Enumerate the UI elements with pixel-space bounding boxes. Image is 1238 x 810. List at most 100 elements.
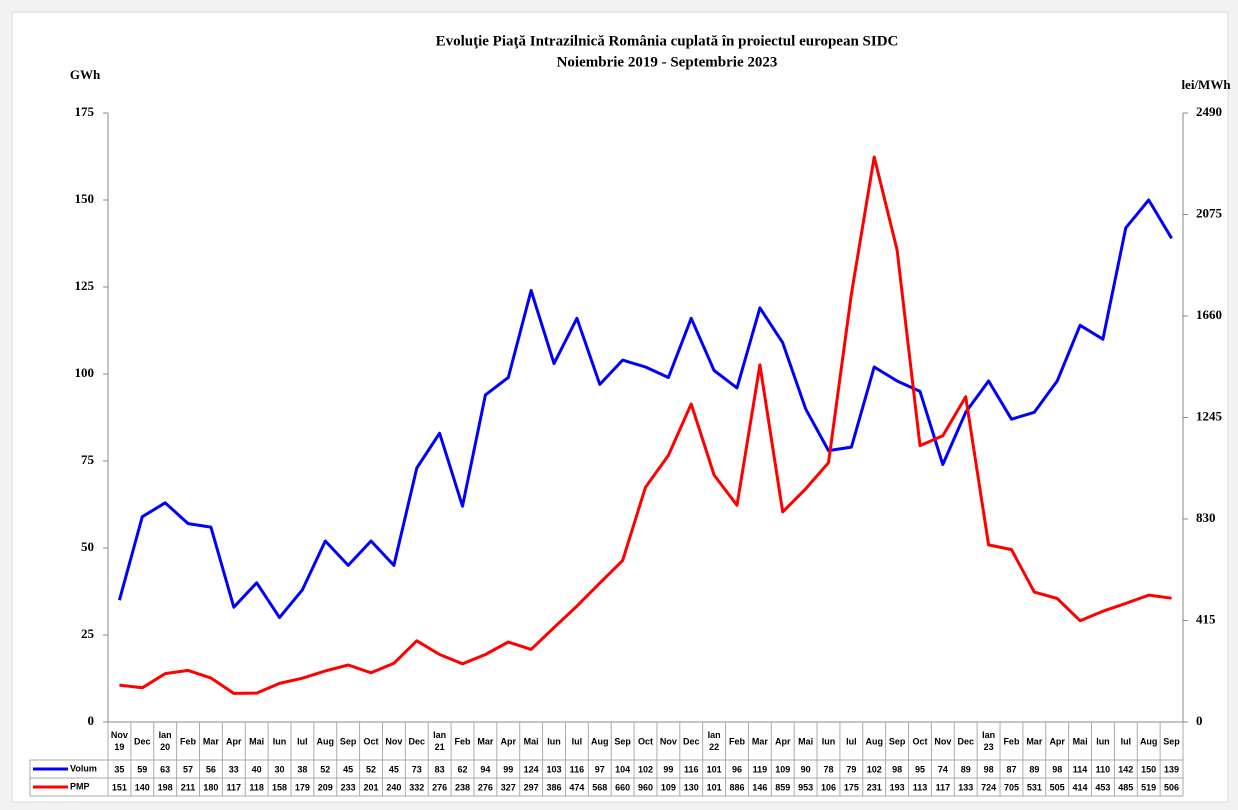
y2-tick-label: 0 xyxy=(1196,713,1203,728)
y2-tick-label: 2075 xyxy=(1196,205,1223,220)
table-value: 102 xyxy=(867,764,882,774)
y2-tick-label: 1245 xyxy=(1196,408,1223,423)
y-tick-label: 50 xyxy=(81,539,94,554)
table-value: 886 xyxy=(729,782,744,792)
table-value: 113 xyxy=(913,782,928,792)
y2-tick-label: 830 xyxy=(1196,510,1216,525)
table-value: 35 xyxy=(114,764,124,774)
table-value: 40 xyxy=(252,764,262,774)
x-tick-label: Nov xyxy=(660,736,677,746)
table-value: 119 xyxy=(753,764,768,774)
x-tick-label-line: Ian xyxy=(982,730,995,740)
table-value: 45 xyxy=(343,764,353,774)
table-value: 146 xyxy=(752,782,767,792)
x-tick-label: Iun xyxy=(822,736,836,746)
table-value: 99 xyxy=(663,764,673,774)
table-value: 98 xyxy=(984,764,994,774)
x-tick-label: Apr xyxy=(226,736,242,746)
x-tick-label: Mai xyxy=(1073,736,1088,746)
x-tick-label: Ian 20 xyxy=(159,730,172,752)
table-value: 209 xyxy=(318,782,333,792)
table-value: 95 xyxy=(915,764,925,774)
table-value: 118 xyxy=(249,782,264,792)
chart-subtitle: Noiembrie 2019 - Septembrie 2023 xyxy=(557,54,778,70)
x-tick-label: Dec xyxy=(957,736,974,746)
y2-tick-label: 415 xyxy=(1196,611,1216,626)
y-axis-label: GWh xyxy=(70,67,101,82)
table-value: 110 xyxy=(1096,764,1111,774)
x-tick-label-line: Nov xyxy=(111,730,128,740)
table-value: 453 xyxy=(1095,782,1110,792)
legend-label: PMP xyxy=(70,781,90,791)
table-value: 660 xyxy=(615,782,630,792)
table-value: 158 xyxy=(272,782,287,792)
x-tick-label: Aug xyxy=(317,736,335,746)
table-value: 78 xyxy=(823,764,833,774)
table-value: 198 xyxy=(158,782,173,792)
table-value: 74 xyxy=(938,764,948,774)
table-value: 59 xyxy=(137,764,147,774)
table-value: 45 xyxy=(389,764,399,774)
table-value: 505 xyxy=(1050,782,1065,792)
table-value: 386 xyxy=(546,782,561,792)
x-tick-label: Feb xyxy=(729,736,746,746)
x-tick-label: Mai xyxy=(249,736,264,746)
x-tick-label: Apr xyxy=(775,736,791,746)
table-value: 233 xyxy=(341,782,356,792)
x-tick-label: Ian 23 xyxy=(982,730,995,752)
line-series xyxy=(119,155,1172,695)
table-value: 201 xyxy=(364,782,379,792)
table-value: 109 xyxy=(661,782,676,792)
table-value: 705 xyxy=(1004,782,1019,792)
x-tick-label: Ian 21 xyxy=(433,730,446,752)
x-tick-label-line: 20 xyxy=(160,742,170,752)
table-value: 568 xyxy=(592,782,607,792)
table-value: 151 xyxy=(112,782,127,792)
table-value: 38 xyxy=(297,764,307,774)
x-tick-label: Mai xyxy=(524,736,539,746)
table-value: 150 xyxy=(1141,764,1156,774)
y2-axis-label: lei/MWh xyxy=(1181,77,1231,92)
table-value: 101 xyxy=(707,764,722,774)
x-tick-label: Apr xyxy=(1049,736,1065,746)
table-value: 180 xyxy=(203,782,218,792)
table-value: 56 xyxy=(206,764,216,774)
table-value: 63 xyxy=(160,764,170,774)
y-tick-label: 100 xyxy=(75,365,95,380)
table-value: 104 xyxy=(615,764,630,774)
table-value: 87 xyxy=(1006,764,1016,774)
x-tick-label: Mar xyxy=(477,736,494,746)
x-tick-label: Nov 19 xyxy=(111,730,128,752)
table-value: 57 xyxy=(183,764,193,774)
x-tick-label: Oct xyxy=(638,736,653,746)
table-value: 117 xyxy=(936,782,951,792)
x-tick-label: Nov xyxy=(385,736,402,746)
x-tick-label: Oct xyxy=(364,736,379,746)
table-value: 89 xyxy=(961,764,971,774)
y-tick-label: 25 xyxy=(81,626,95,641)
table-value: 99 xyxy=(503,764,513,774)
x-tick-label: Ian 22 xyxy=(708,730,721,752)
table-value: 231 xyxy=(867,782,882,792)
legend-label: Volum xyxy=(70,763,97,773)
table-value: 83 xyxy=(435,764,445,774)
x-tick-label: Dec xyxy=(134,736,151,746)
x-tick-label: Sep xyxy=(614,736,631,746)
x-tick-label: Feb xyxy=(455,736,472,746)
table-value: 327 xyxy=(501,782,516,792)
x-tick-label: Mar xyxy=(752,736,769,746)
x-tick-label: Nov xyxy=(934,736,951,746)
x-tick-label: Mar xyxy=(203,736,220,746)
table-value: 953 xyxy=(798,782,813,792)
table-value: 859 xyxy=(775,782,790,792)
table-value: 238 xyxy=(455,782,470,792)
table-value: 52 xyxy=(320,764,330,774)
table-value: 89 xyxy=(1029,764,1039,774)
table-value: 109 xyxy=(775,764,790,774)
x-tick-label: Iun xyxy=(547,736,561,746)
table-value: 30 xyxy=(275,764,285,774)
table-value: 62 xyxy=(458,764,468,774)
table-value: 193 xyxy=(890,782,905,792)
y-tick-label: 125 xyxy=(75,278,95,293)
x-tick-label: Feb xyxy=(1003,736,1020,746)
